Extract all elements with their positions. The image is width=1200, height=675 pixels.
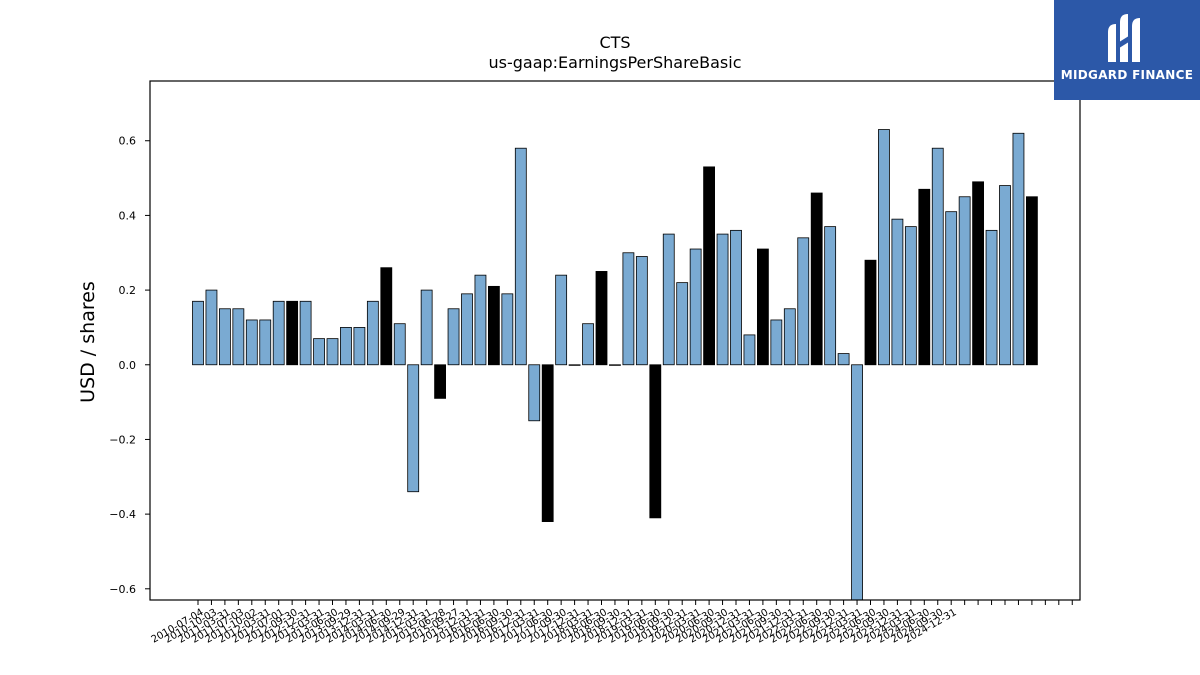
bar-15 [393, 323, 406, 366]
bar-32 [622, 252, 635, 366]
midgard-logo-icon [1108, 14, 1140, 62]
bar-53 [904, 226, 917, 366]
y-tick-label: −0.2 [109, 433, 136, 446]
bar-39 [716, 233, 729, 366]
bars-group [192, 129, 1038, 601]
bar-30 [595, 271, 608, 366]
bar-61 [1012, 132, 1025, 366]
bar-47 [824, 226, 837, 366]
bar-1 [205, 289, 218, 366]
bar-49 [851, 364, 863, 601]
bar-19 [447, 308, 460, 366]
bar-12 [353, 327, 366, 366]
bar-17 [420, 289, 433, 366]
bar-41 [743, 334, 756, 366]
bar-9 [313, 338, 325, 366]
bar-37 [689, 248, 702, 366]
bar-14 [380, 267, 393, 366]
bar-52 [891, 218, 904, 366]
bar-24 [514, 147, 527, 366]
bar-2 [218, 308, 231, 366]
bar-58 [972, 181, 984, 366]
bar-46 [810, 192, 823, 366]
bar-48 [837, 353, 850, 366]
bar-20 [461, 293, 473, 366]
bar-8 [299, 300, 312, 366]
bar-22 [487, 285, 500, 366]
bar-26 [541, 364, 554, 522]
bar-43 [770, 319, 783, 366]
plot-frame [149, 80, 1081, 601]
bar-35 [662, 233, 675, 366]
bar-0 [192, 300, 204, 366]
bar-25 [528, 364, 541, 422]
bar-27 [555, 274, 568, 366]
logo-text: MIDGARD FINANCE [1060, 68, 1194, 82]
y-tick-label: 0.6 [119, 135, 137, 148]
chart-title: CTS [599, 33, 630, 52]
y-tick-label: −0.6 [109, 583, 136, 596]
bar-55 [931, 147, 944, 366]
bar-54 [918, 188, 931, 366]
bar-59 [985, 229, 998, 366]
bar-45 [797, 237, 810, 366]
bar-40 [730, 229, 742, 366]
bar-7 [286, 300, 299, 366]
bar-60 [999, 185, 1011, 366]
bar-33 [635, 256, 648, 366]
bar-4 [245, 319, 258, 366]
bar-50 [864, 259, 877, 366]
bar-23 [501, 293, 514, 366]
bar-18 [434, 364, 447, 399]
bar-29 [582, 323, 594, 366]
bar-57 [958, 196, 971, 366]
bar-28 [568, 364, 581, 366]
brand-logo: MIDGARD FINANCE [1054, 0, 1200, 100]
y-axis-ticks: −0.6 −0.4 −0.2 0.0 0.2 0.4 0.6 [109, 135, 150, 596]
bar-62 [1026, 196, 1038, 366]
bar-38 [703, 166, 715, 366]
y-tick-label: 0.0 [119, 359, 137, 372]
chart-subtitle: us-gaap:EarningsPerShareBasic [488, 53, 741, 72]
bar-21 [474, 274, 487, 366]
bar-5 [259, 319, 272, 366]
bar-44 [783, 308, 796, 366]
bar-31 [609, 364, 621, 366]
bar-36 [676, 282, 689, 366]
bar-13 [366, 300, 379, 366]
bar-42 [757, 248, 769, 366]
bar-16 [407, 364, 420, 493]
y-tick-label: −0.4 [109, 508, 136, 521]
bar-6 [272, 300, 285, 366]
bar-51 [878, 129, 890, 366]
x-axis-ticks: 2010-07-042010-10-032011-03-312011-07-03… [150, 600, 1073, 646]
bar-3 [232, 308, 245, 366]
bar-11 [340, 327, 352, 366]
y-tick-label: 0.2 [119, 284, 137, 297]
y-axis-label: USD / shares [77, 281, 99, 403]
bar-10 [326, 338, 339, 366]
bar-56 [945, 211, 958, 366]
bar-34 [649, 364, 662, 519]
y-tick-label: 0.4 [119, 209, 137, 222]
